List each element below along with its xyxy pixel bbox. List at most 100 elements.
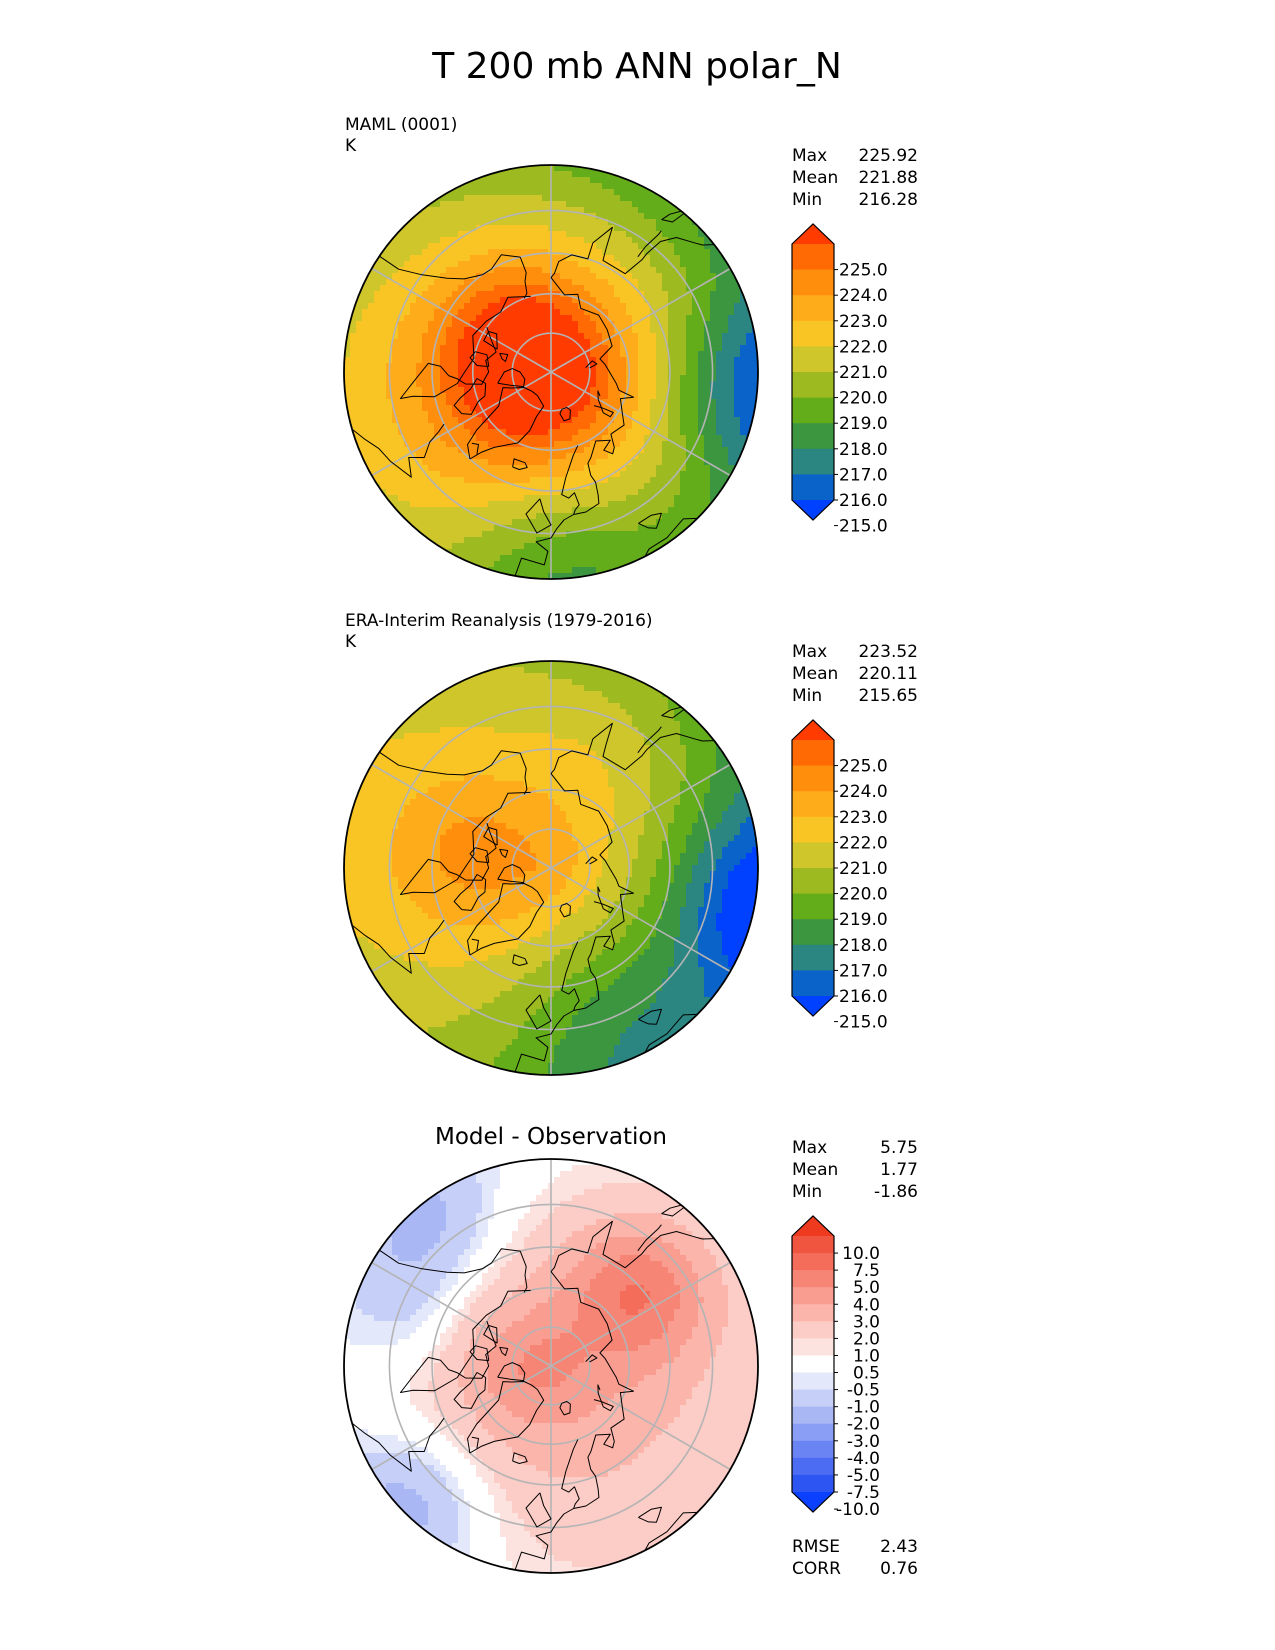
- colorbar-segment: [792, 1253, 834, 1271]
- coastline: [661, 706, 685, 719]
- metric-rmse-label: RMSE: [792, 1537, 840, 1557]
- panel-obs-colorbar: 225.0 224.0 223.0 222.0 221.0 220.0 219.0 218.0…: [791, 719, 888, 1033]
- colorbar-tick-label: 225.0: [839, 757, 888, 777]
- colorbar-segment: [792, 944, 834, 971]
- coastline: [519, 256, 528, 299]
- panel-diff-title: Model - Observation: [435, 1124, 667, 1150]
- panel-diff-colorbar: 10.07.55.04.03.02.01.00.5-0.5-1.0-2.0-3.…: [791, 1215, 880, 1520]
- colorbar-segment: [792, 791, 834, 818]
- stat-min-value: 215.65: [859, 686, 918, 706]
- coastline: [638, 1506, 662, 1523]
- colorbar-tick-label: 222.0: [839, 833, 888, 853]
- colorbar-segment: [792, 269, 834, 296]
- panel-model-colorbar: 225.0 224.0 223.0 222.0 221.0 220.0 219.0 218.0…: [791, 223, 888, 537]
- coastline: [550, 277, 634, 515]
- coastline: [483, 331, 498, 350]
- stat-mean-label: Mean: [792, 168, 838, 188]
- colorbar-tick-label: -2.0: [847, 1415, 880, 1435]
- colorbar-tick-label: 0.5: [853, 1364, 880, 1384]
- panel-diff-stats: Max 5.75 Mean 1.77 Min -1.86: [792, 1138, 918, 1202]
- colorbar-extend-min: [792, 500, 834, 520]
- colorbar-segment: [792, 893, 834, 920]
- colorbar-segment: [792, 346, 834, 373]
- colorbar-segment: [792, 1321, 834, 1339]
- coastline: [351, 423, 445, 478]
- stat-min-label: Min: [792, 190, 822, 210]
- colorbar-tick-label: 223.0: [839, 808, 888, 828]
- stat-max-value: 225.92: [859, 146, 918, 166]
- colorbar-segment: [792, 868, 834, 895]
- colorbar-extend-min: [792, 1492, 834, 1512]
- coastline: [351, 919, 445, 974]
- panel-obs-units: K: [345, 632, 357, 652]
- colorbar-segment: [792, 765, 834, 792]
- coastline: [499, 352, 509, 362]
- stat-mean-label: Mean: [792, 664, 838, 684]
- coastline: [467, 883, 545, 956]
- stat-min-label: Min: [792, 1182, 822, 1202]
- meridian-line: [371, 1365, 552, 1471]
- meridian-line: [550, 1261, 731, 1367]
- map-boundary: [343, 164, 759, 580]
- colorbar-extend-max: [792, 720, 834, 740]
- panel-diff-map: [343, 1158, 759, 1574]
- colorbar-segment: [792, 423, 834, 450]
- colorbar-segment: [792, 970, 834, 997]
- colorbar-tick-label: -7.5: [847, 1483, 880, 1503]
- colorbar-tick-label: 2.0: [853, 1329, 880, 1349]
- map-boundary: [343, 660, 759, 1076]
- coastline: [497, 864, 526, 884]
- stat-min-label: Min: [792, 686, 822, 706]
- colorbar-segment: [792, 1440, 834, 1459]
- coastline: [400, 295, 531, 399]
- colorbar-segment: [792, 740, 834, 767]
- colorbar-tick-label: 10.0: [842, 1244, 880, 1264]
- coastline: [512, 1452, 528, 1464]
- panel-model-title: MAML (0001): [345, 115, 457, 135]
- coastline: [593, 390, 614, 418]
- colorbar-segment: [792, 244, 834, 271]
- coastline: [661, 210, 685, 223]
- colorbar-tick-label: 224.0: [839, 782, 888, 802]
- colorbar-tick-label: -0.5: [847, 1381, 880, 1401]
- panel-diff-metrics: RMSE 2.43 CORR 0.76: [792, 1537, 918, 1579]
- panel-model-units: K: [345, 136, 357, 156]
- coastline: [471, 442, 479, 455]
- colorbar-extend-min: [792, 996, 834, 1016]
- panel-model-map: [343, 164, 759, 580]
- stat-max-value: 5.75: [880, 1138, 918, 1158]
- colorbar-segment: [792, 1474, 834, 1493]
- colorbar-segment: [792, 474, 834, 501]
- coastline: [497, 1362, 526, 1382]
- colorbar-segment: [792, 1338, 834, 1356]
- meridian-line: [371, 763, 552, 869]
- colorbar-segment: [792, 1287, 834, 1305]
- panel-model-stats: Max 225.92 Mean 221.88 Min 216.28: [792, 146, 918, 210]
- colorbar-segment: [792, 919, 834, 946]
- panel-model: MAML (0001) K Max 225.92 Mean 221.88 Min…: [343, 115, 918, 580]
- colorbar-segment: [792, 816, 834, 843]
- colorbar-segment: [792, 372, 834, 399]
- coastline: [483, 1325, 498, 1344]
- colorbar-tick-label: 221.0: [839, 859, 888, 879]
- figure-title: T 200 mb ANN polar_N: [431, 46, 842, 87]
- colorbar-tick-label: -5.0: [847, 1466, 880, 1486]
- metric-corr-label: CORR: [792, 1559, 841, 1579]
- coastline: [471, 938, 479, 951]
- colorbar-tick-label: 3.0: [853, 1312, 880, 1332]
- colorbar-segment: [792, 1270, 834, 1288]
- colorbar-tick-label: 224.0: [839, 286, 888, 306]
- coastline: [379, 1248, 521, 1274]
- colorbar-tick-label: -10.0: [836, 1500, 880, 1520]
- colorbar-tick-label: 216.0: [839, 987, 888, 1007]
- coastline: [550, 1220, 715, 1272]
- colorbar-segment: [792, 842, 834, 869]
- colorbar-tick-label: 218.0: [839, 936, 888, 956]
- meridian-line: [550, 267, 731, 373]
- coastline: [637, 230, 662, 258]
- coastline: [400, 791, 531, 895]
- colorbar-segment: [792, 1304, 834, 1322]
- coastline: [453, 874, 487, 911]
- coastline: [585, 856, 598, 865]
- meridian-line: [550, 763, 731, 869]
